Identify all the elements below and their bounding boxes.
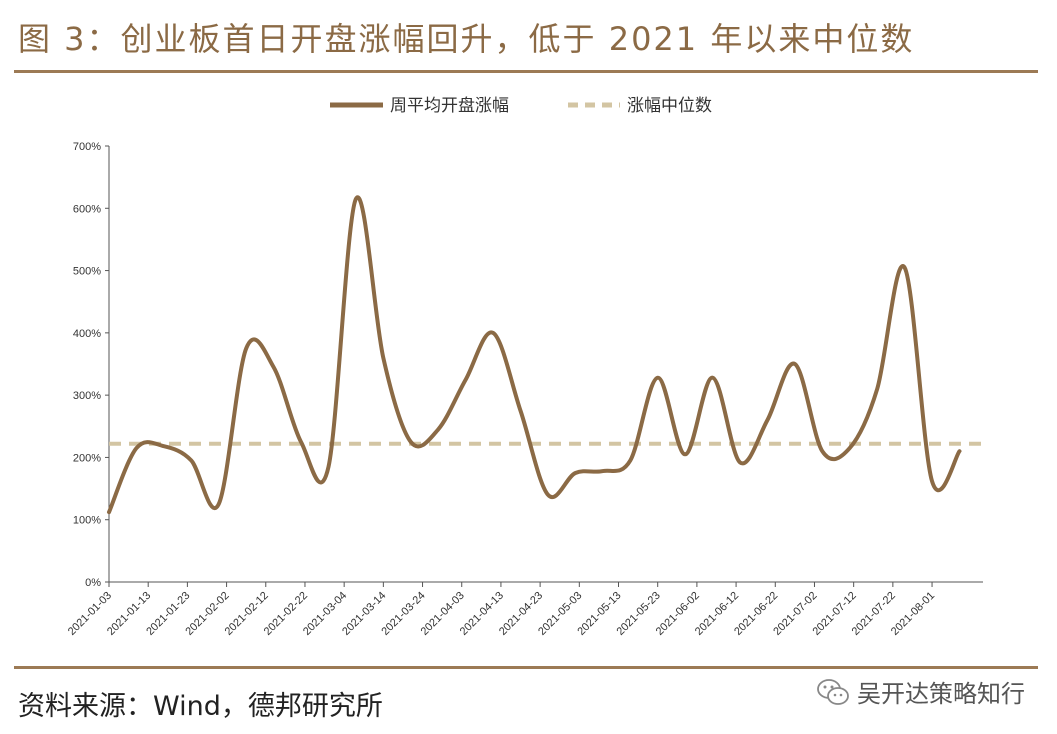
y-tick-label: 700% — [73, 141, 101, 153]
data-point — [519, 409, 523, 413]
axes: 0%100%200%300%400%500%600%700%2021-01-03… — [66, 141, 983, 638]
data-point — [134, 446, 138, 450]
y-tick-label: 0% — [85, 577, 101, 589]
data-point — [628, 459, 632, 463]
data-point — [656, 376, 660, 380]
data-point — [875, 387, 879, 391]
data-point — [107, 510, 111, 514]
data-point — [189, 459, 193, 463]
data-point — [381, 356, 385, 360]
data-point — [930, 479, 934, 483]
wechat-icon — [817, 678, 849, 705]
top-divider — [14, 70, 1038, 73]
y-tick-label: 200% — [73, 452, 101, 464]
watermark-text: 吴开达策略知行 — [857, 680, 1025, 708]
data-point — [793, 362, 797, 366]
y-tick-label: 100% — [73, 515, 101, 527]
data-point — [546, 493, 550, 497]
y-tick-label: 400% — [73, 328, 101, 340]
data-point — [601, 469, 605, 473]
data-point — [217, 502, 221, 506]
series-line-weekly-avg — [107, 195, 962, 515]
data-point — [162, 444, 166, 448]
data-point — [436, 427, 440, 431]
bottom-divider — [14, 666, 1038, 669]
line-chart: 周平均开盘涨幅 涨幅中位数 0% 100% 200% 300% 400% 500% 600%… — [66, 96, 983, 638]
data-point — [958, 449, 962, 453]
data-point — [820, 449, 824, 453]
source-note: 资料来源：Wind，德邦研究所 — [18, 691, 383, 722]
data-point — [765, 418, 769, 422]
data-point — [573, 471, 577, 475]
data-point — [683, 452, 687, 456]
plot-area — [107, 195, 983, 515]
watermark: 吴开达策略知行 — [815, 674, 1025, 709]
data-point — [327, 465, 331, 469]
data-point — [738, 460, 742, 464]
y-tick-label: 300% — [73, 390, 101, 402]
legend: 周平均开盘涨幅 涨幅中位数 — [330, 96, 712, 116]
legend-label-avg: 周平均开盘涨幅 — [390, 96, 509, 116]
data-point — [299, 440, 303, 444]
legend-label-median: 涨幅中位数 — [627, 96, 712, 116]
data-point — [272, 365, 276, 369]
data-point — [903, 266, 907, 270]
y-tick-label: 500% — [73, 266, 101, 278]
data-point — [711, 376, 715, 380]
data-point — [354, 197, 358, 201]
chart-title: 图 3：创业板首日开盘涨幅回升，低于 2021 年以来中位数 — [18, 20, 915, 58]
data-point — [464, 378, 468, 382]
data-point — [244, 346, 248, 350]
data-point — [409, 440, 413, 444]
y-tick-label: 600% — [73, 203, 101, 215]
data-point — [491, 331, 495, 335]
data-point — [848, 446, 852, 450]
